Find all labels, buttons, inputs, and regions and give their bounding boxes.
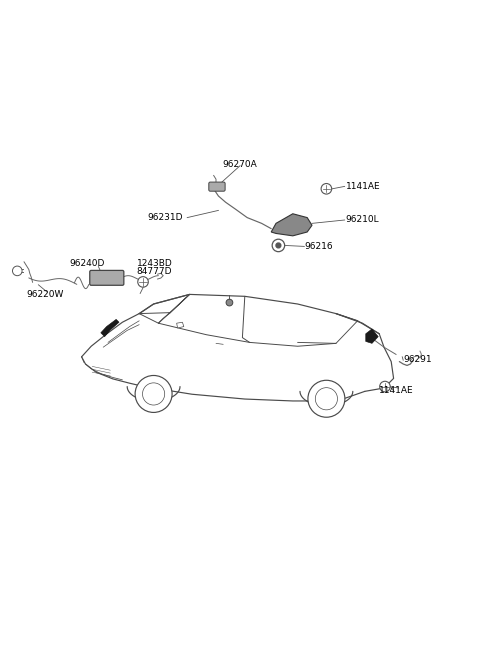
Circle shape [315,388,337,410]
Circle shape [143,383,165,405]
Text: 1141AE: 1141AE [346,182,380,191]
Text: 96220W: 96220W [26,290,64,299]
Polygon shape [366,329,378,343]
Text: 1243BD: 1243BD [137,258,172,268]
Text: 84777D: 84777D [137,267,172,276]
Text: 96210L: 96210L [346,216,379,224]
Polygon shape [177,322,184,328]
FancyBboxPatch shape [90,270,124,285]
Text: 96270A: 96270A [223,160,257,169]
Circle shape [135,375,172,413]
Circle shape [276,243,281,248]
Circle shape [226,299,233,306]
Circle shape [272,239,285,252]
Text: 96231D: 96231D [147,213,182,222]
Circle shape [308,380,345,417]
Text: 96216: 96216 [305,242,334,251]
Circle shape [12,266,22,276]
Text: 1141AE: 1141AE [379,386,414,395]
Circle shape [380,381,390,392]
FancyBboxPatch shape [209,182,225,191]
Polygon shape [101,319,119,337]
Text: 96291: 96291 [403,355,432,363]
Text: 96240D: 96240D [70,258,105,268]
Circle shape [321,184,332,194]
Circle shape [138,277,148,287]
Polygon shape [271,214,312,236]
